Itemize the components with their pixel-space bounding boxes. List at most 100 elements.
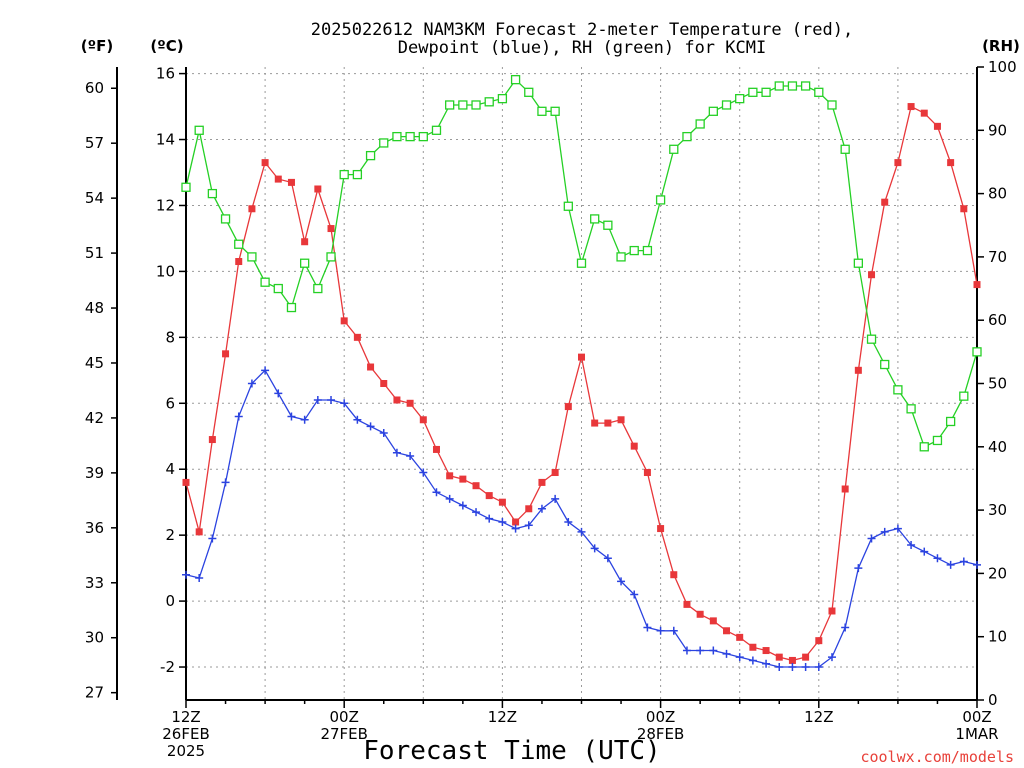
rh-tick-label: 60 bbox=[988, 311, 1007, 329]
relative-humidity-point bbox=[972, 347, 982, 357]
dewpoint-point bbox=[247, 379, 256, 388]
fahrenheit-tick-label: 57 bbox=[85, 134, 104, 152]
relative-humidity-point bbox=[260, 277, 270, 287]
x-tick-label: 12Z bbox=[804, 708, 833, 726]
relative-humidity-point bbox=[695, 119, 705, 129]
dewpoint-point bbox=[261, 366, 270, 375]
axes bbox=[111, 66, 984, 708]
temperature-point bbox=[788, 656, 796, 664]
relative-humidity-point bbox=[497, 94, 508, 104]
dewpoint-point bbox=[419, 468, 428, 477]
temperature-point bbox=[920, 109, 928, 117]
relative-humidity-point bbox=[827, 100, 837, 110]
dewpoint-point bbox=[722, 649, 731, 658]
dewpoint-point bbox=[524, 521, 533, 530]
dewpoint-point bbox=[630, 590, 639, 599]
grid-lines bbox=[186, 67, 977, 700]
temperature-point bbox=[367, 363, 375, 371]
relative-humidity-point bbox=[484, 97, 494, 107]
dewpoint-point bbox=[880, 527, 889, 536]
temperature-point bbox=[960, 205, 968, 213]
relative-humidity-point bbox=[866, 334, 877, 344]
relative-humidity-point bbox=[445, 100, 455, 110]
celsius-tick-label: 16 bbox=[156, 65, 175, 83]
fahrenheit-unit-label: (ºF) bbox=[81, 37, 113, 55]
dewpoint-point bbox=[867, 534, 876, 543]
relative-humidity-point bbox=[669, 144, 679, 154]
relative-humidity-point bbox=[181, 182, 191, 192]
temperature-point bbox=[301, 238, 309, 246]
temperature-point bbox=[498, 498, 506, 506]
dewpoint-point bbox=[274, 389, 283, 398]
rh-tick-label: 0 bbox=[988, 691, 998, 709]
dewpoint-point bbox=[775, 663, 784, 672]
temperature-point bbox=[551, 469, 559, 477]
dewpoint-point bbox=[182, 570, 190, 579]
relative-humidity-point bbox=[471, 100, 481, 110]
fahrenheit-tick-label: 27 bbox=[85, 684, 104, 702]
relative-humidity-point bbox=[919, 442, 929, 452]
dewpoint-point bbox=[682, 646, 691, 655]
celsius-tick-label: 2 bbox=[165, 526, 175, 544]
relative-humidity-point bbox=[655, 195, 666, 205]
temperature-point bbox=[380, 380, 388, 387]
dewpoint-point bbox=[313, 395, 322, 404]
fahrenheit-tick-label: 51 bbox=[85, 244, 104, 262]
relative-humidity-point bbox=[814, 87, 824, 97]
dewpoint-point bbox=[854, 564, 863, 573]
relative-humidity-point bbox=[906, 404, 916, 414]
celsius-tick-label: -2 bbox=[160, 658, 175, 676]
dewpoint-point bbox=[379, 428, 388, 437]
temperature-point bbox=[459, 475, 467, 483]
relative-humidity-point bbox=[748, 87, 758, 97]
temperature-point bbox=[973, 281, 981, 289]
relative-humidity-point bbox=[735, 94, 745, 104]
temperature-point bbox=[340, 317, 348, 325]
rh-tick-label: 70 bbox=[988, 248, 1007, 266]
temperature-point bbox=[485, 492, 493, 500]
relative-humidity-point bbox=[234, 239, 244, 249]
dewpoint-point bbox=[788, 663, 797, 672]
dewpoint-point bbox=[300, 415, 309, 424]
dewpoint-point bbox=[551, 494, 560, 503]
credit-label: coolwx.com/models bbox=[860, 748, 1014, 766]
rh-tick-label: 30 bbox=[988, 501, 1007, 519]
dewpoint-point bbox=[762, 659, 771, 668]
temperature-point bbox=[432, 445, 440, 453]
temperature-point bbox=[670, 571, 678, 579]
relative-humidity-point bbox=[603, 220, 613, 230]
temperature-point bbox=[881, 198, 889, 206]
temperature-point bbox=[353, 333, 361, 341]
dewpoint-point bbox=[406, 452, 415, 461]
temperature-point bbox=[578, 353, 585, 361]
dewpoint-point bbox=[537, 504, 546, 513]
temperature-point bbox=[894, 159, 902, 167]
relative-humidity-point bbox=[194, 125, 204, 135]
rh-tick-label: 10 bbox=[988, 628, 1007, 646]
x-tick-label: 1MAR bbox=[955, 725, 998, 743]
temperature-point bbox=[393, 396, 401, 404]
relative-humidity-point bbox=[510, 75, 521, 85]
relative-humidity-point bbox=[379, 138, 389, 148]
x-tick-label: 28FEB bbox=[637, 725, 684, 743]
temperature-point bbox=[182, 478, 190, 486]
dewpoint-point bbox=[366, 422, 375, 431]
rh-tick-label: 50 bbox=[988, 375, 1007, 393]
relative-humidity-point bbox=[431, 125, 442, 135]
relative-humidity-point bbox=[273, 283, 283, 294]
temperature-point bbox=[222, 350, 230, 358]
temperature-point bbox=[683, 600, 691, 608]
temperature-point bbox=[749, 643, 757, 651]
temperature-point bbox=[828, 607, 836, 615]
dewpoint-point bbox=[669, 626, 678, 635]
dewpoint-point bbox=[577, 527, 586, 536]
relative-humidity-point bbox=[576, 258, 587, 268]
dewpoint-point bbox=[590, 544, 599, 553]
temperature-point bbox=[815, 637, 823, 645]
dewpoint-point bbox=[498, 517, 507, 526]
x-tick-label: 00Z bbox=[646, 708, 675, 726]
x-tick-label: 00Z bbox=[330, 708, 359, 726]
relative-humidity-point bbox=[418, 131, 428, 142]
relative-humidity-point bbox=[313, 283, 323, 294]
